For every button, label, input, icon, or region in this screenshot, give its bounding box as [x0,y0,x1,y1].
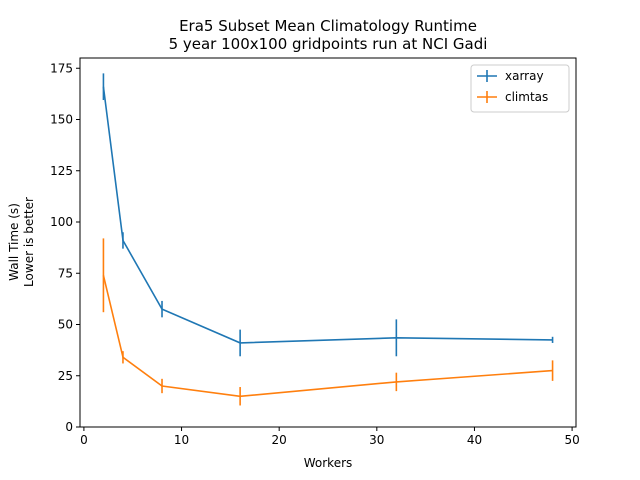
y-tick-label: 50 [58,318,73,332]
series-line-climtas [102,275,553,398]
y-axis-label-line-2: Lower is better [22,197,36,287]
y-tick-label: 100 [50,215,73,229]
y-tick-label: 125 [50,164,73,178]
legend: xarray climtas [470,64,570,113]
legend-label-xarray: xarray [505,69,544,83]
plot-area [102,73,554,406]
series-line-xarray [102,86,553,344]
legend-label-climtas: climtas [505,90,548,104]
chart-title-line-1: Era5 Subset Mean Climatology Runtime [179,17,477,35]
y-tick-label: 0 [65,420,73,434]
chart-title-line-2: 5 year 100x100 gridpoints run at NCI Gad… [169,35,488,53]
y-tick-label: 25 [58,369,73,383]
y-tick-label: 150 [50,113,73,127]
x-axis-label: Workers [304,456,353,470]
y-tick-label: 175 [50,61,73,75]
x-tick-label: 50 [564,433,579,447]
y-axis-label-line-1: Wall Time (s) [7,203,21,281]
x-axis: 0 10 20 30 40 50 [80,427,580,447]
x-tick-label: 30 [369,433,384,447]
axes-frame [79,57,577,428]
x-tick-label: 20 [272,433,287,447]
x-tick-label: 40 [467,433,482,447]
y-tick-label: 75 [58,266,73,280]
y-axis: 0 25 50 75 100 125 150 175 [50,61,80,434]
x-tick-label: 0 [80,433,88,447]
x-tick-label: 10 [174,433,189,447]
